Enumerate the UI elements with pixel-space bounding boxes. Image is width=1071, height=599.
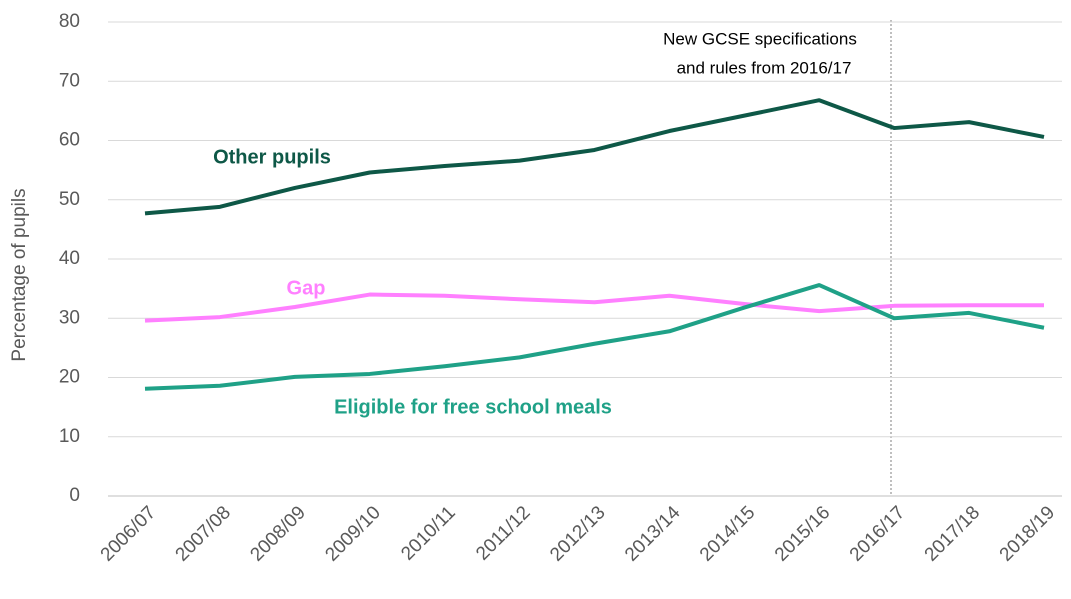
x-tick-label: 2011/12 [472, 502, 534, 564]
x-tick-label: 2018/19 [996, 502, 1059, 565]
x-tick-label: 2009/10 [321, 502, 384, 565]
y-axis-label: Percentage of pupils [9, 188, 30, 361]
x-tick-label: 2010/11 [397, 502, 459, 564]
x-tick-label: 2017/18 [921, 502, 984, 565]
y-tick-label: 30 [59, 307, 80, 328]
x-tick-label: 2016/17 [846, 502, 909, 565]
series-label: Eligible for free school meals [334, 396, 612, 418]
y-tick-label: 0 [69, 485, 80, 506]
x-tick-label: 2008/09 [246, 502, 309, 565]
series-line [144, 283, 1045, 391]
x-tick-label: 2007/08 [172, 502, 235, 565]
annotation: and rules from 2016/17 [677, 58, 852, 77]
y-tick-label: 70 [59, 70, 80, 91]
y-tick-label: 20 [59, 367, 80, 388]
series-line [144, 98, 1045, 216]
x-tick-label: 2012/13 [546, 502, 609, 565]
x-tick-label: 2015/16 [771, 502, 834, 565]
x-tick-label: 2014/15 [696, 502, 759, 565]
series-label: Other pupils [213, 146, 331, 168]
series-line [144, 292, 1044, 323]
x-tick-label: 2013/14 [621, 502, 685, 566]
y-tick-label: 80 [59, 11, 80, 32]
series-label: Gap [287, 277, 326, 299]
y-tick-label: 40 [59, 248, 80, 269]
y-tick-label: 50 [59, 189, 80, 210]
annotation: New GCSE specifications [663, 29, 857, 48]
y-tick-label: 10 [59, 426, 80, 447]
x-tick-label: 2006/07 [97, 502, 160, 565]
y-tick-label: 60 [59, 130, 80, 151]
